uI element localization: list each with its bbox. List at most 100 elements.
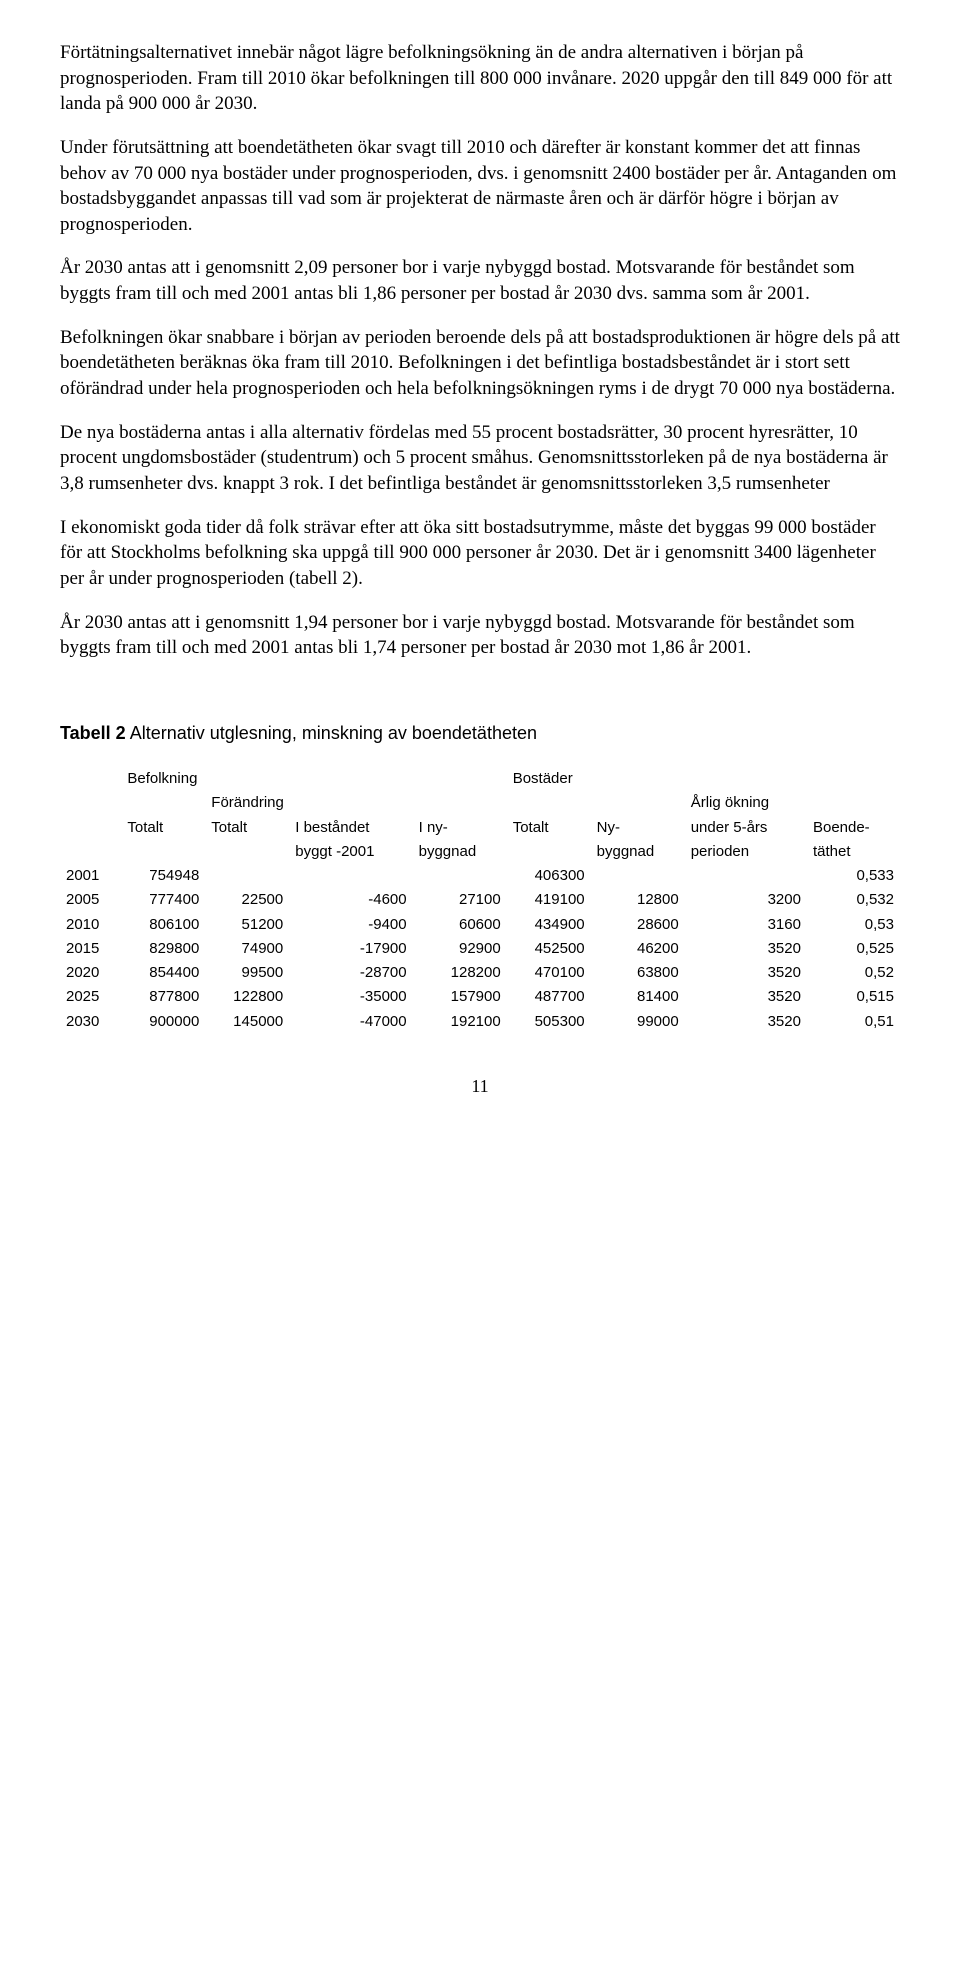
group-befolkning: Befolkning xyxy=(121,765,506,791)
table-label: Tabell 2 xyxy=(60,723,126,743)
cell-value: 406300 xyxy=(507,864,591,888)
cell-value: 192100 xyxy=(413,1010,507,1034)
table-row: 202085440099500-287001282004701006380035… xyxy=(60,961,900,985)
cell-value: 0,51 xyxy=(807,1010,900,1034)
head-ibest: I beståndet xyxy=(289,816,412,840)
cell-value: 419100 xyxy=(507,888,591,912)
cell-value: -28700 xyxy=(289,961,412,985)
cell-value: 3160 xyxy=(685,913,807,937)
cell-value: 452500 xyxy=(507,937,591,961)
cell-value: 854400 xyxy=(121,961,205,985)
cell-year: 2025 xyxy=(60,985,121,1009)
head-iny: I ny- xyxy=(413,816,507,840)
cell-value: 128200 xyxy=(413,961,507,985)
paragraph-7: År 2030 antas att i genomsnitt 1,94 pers… xyxy=(60,610,900,661)
cell-value xyxy=(205,864,289,888)
cell-value: 3520 xyxy=(685,937,807,961)
paragraph-3: År 2030 antas att i genomsnitt 2,09 pers… xyxy=(60,255,900,306)
cell-value: 12800 xyxy=(591,888,685,912)
cell-value: 63800 xyxy=(591,961,685,985)
cell-value: 99500 xyxy=(205,961,289,985)
cell-year: 2020 xyxy=(60,961,121,985)
table-group-header: Befolkning Bostäder xyxy=(60,765,900,791)
cell-value: 157900 xyxy=(413,985,507,1009)
paragraph-6: I ekonomiskt goda tider då folk strävar … xyxy=(60,515,900,592)
cell-value: 3520 xyxy=(685,961,807,985)
cell-value: 0,53 xyxy=(807,913,900,937)
cell-value: 487700 xyxy=(507,985,591,1009)
cell-value: 754948 xyxy=(121,864,205,888)
cell-value: 92900 xyxy=(413,937,507,961)
head-byggt: byggt -2001 xyxy=(289,840,412,864)
table-row: 2030900000145000-47000192100505300990003… xyxy=(60,1010,900,1034)
cell-value: 0,532 xyxy=(807,888,900,912)
cell-value: 877800 xyxy=(121,985,205,1009)
table-row: 201582980074900-179009290045250046200352… xyxy=(60,937,900,961)
head-totalt1: Totalt xyxy=(121,816,205,840)
cell-value: 0,52 xyxy=(807,961,900,985)
table-row: 2001754948 406300 0,533 xyxy=(60,864,900,888)
cell-value: 829800 xyxy=(121,937,205,961)
head-under: under 5-års xyxy=(685,816,807,840)
table-subheader-3: byggt -2001 byggnad byggnad perioden tät… xyxy=(60,840,900,864)
head-byggnad2: byggnad xyxy=(591,840,685,864)
cell-value: 122800 xyxy=(205,985,289,1009)
cell-value: 3520 xyxy=(685,1010,807,1034)
cell-value: 777400 xyxy=(121,888,205,912)
head-boende: Boende- xyxy=(807,816,900,840)
table-title-text: Alternativ utglesning, minskning av boen… xyxy=(130,723,537,743)
cell-value: -9400 xyxy=(289,913,412,937)
head-ny: Ny- xyxy=(591,816,685,840)
table-row: 2025877800122800-35000157900487700814003… xyxy=(60,985,900,1009)
head-arlig: Årlig ökning xyxy=(685,791,807,815)
head-perioden: perioden xyxy=(685,840,807,864)
head-totalt3: Totalt xyxy=(507,816,591,840)
group-bostader: Bostäder xyxy=(507,765,900,791)
page-number: 11 xyxy=(60,1074,900,1098)
cell-value: 3200 xyxy=(685,888,807,912)
table-row: 200577740022500-460027100419100128003200… xyxy=(60,888,900,912)
cell-value: 0,525 xyxy=(807,937,900,961)
cell-value: 806100 xyxy=(121,913,205,937)
cell-value xyxy=(413,864,507,888)
cell-value: -35000 xyxy=(289,985,412,1009)
cell-value: 22500 xyxy=(205,888,289,912)
cell-value: 51200 xyxy=(205,913,289,937)
cell-value: 81400 xyxy=(591,985,685,1009)
cell-value xyxy=(685,864,807,888)
cell-year: 2030 xyxy=(60,1010,121,1034)
cell-value: 3520 xyxy=(685,985,807,1009)
cell-value: 27100 xyxy=(413,888,507,912)
cell-value: 470100 xyxy=(507,961,591,985)
table-subheader-2: Totalt Totalt I beståndet I ny- Totalt N… xyxy=(60,816,900,840)
cell-value: -47000 xyxy=(289,1010,412,1034)
cell-value: 900000 xyxy=(121,1010,205,1034)
cell-value: 28600 xyxy=(591,913,685,937)
head-byggnad: byggnad xyxy=(413,840,507,864)
cell-value: -17900 xyxy=(289,937,412,961)
cell-year: 2010 xyxy=(60,913,121,937)
cell-value xyxy=(289,864,412,888)
cell-year: 2005 xyxy=(60,888,121,912)
cell-value: 434900 xyxy=(507,913,591,937)
data-table: Befolkning Bostäder Förändring Årlig ökn… xyxy=(60,765,900,1034)
paragraph-4: Befolkningen ökar snabbare i början av p… xyxy=(60,325,900,402)
cell-value: 0,533 xyxy=(807,864,900,888)
cell-value: 505300 xyxy=(507,1010,591,1034)
head-forandring: Förändring xyxy=(205,791,412,815)
head-tathet: täthet xyxy=(807,840,900,864)
cell-value: 145000 xyxy=(205,1010,289,1034)
cell-value: -4600 xyxy=(289,888,412,912)
table-title: Tabell 2 Alternativ utglesning, minsknin… xyxy=(60,721,900,745)
table-subheader-1: Förändring Årlig ökning xyxy=(60,791,900,815)
paragraph-2: Under förutsättning att boendetätheten ö… xyxy=(60,135,900,238)
cell-value: 74900 xyxy=(205,937,289,961)
paragraph-5: De nya bostäderna antas i alla alternati… xyxy=(60,420,900,497)
cell-value: 0,515 xyxy=(807,985,900,1009)
paragraph-1: Förtätningsalternativet innebär något lä… xyxy=(60,40,900,117)
cell-year: 2001 xyxy=(60,864,121,888)
cell-year: 2015 xyxy=(60,937,121,961)
table-row: 201080610051200-940060600434900286003160… xyxy=(60,913,900,937)
cell-value xyxy=(591,864,685,888)
cell-value: 46200 xyxy=(591,937,685,961)
